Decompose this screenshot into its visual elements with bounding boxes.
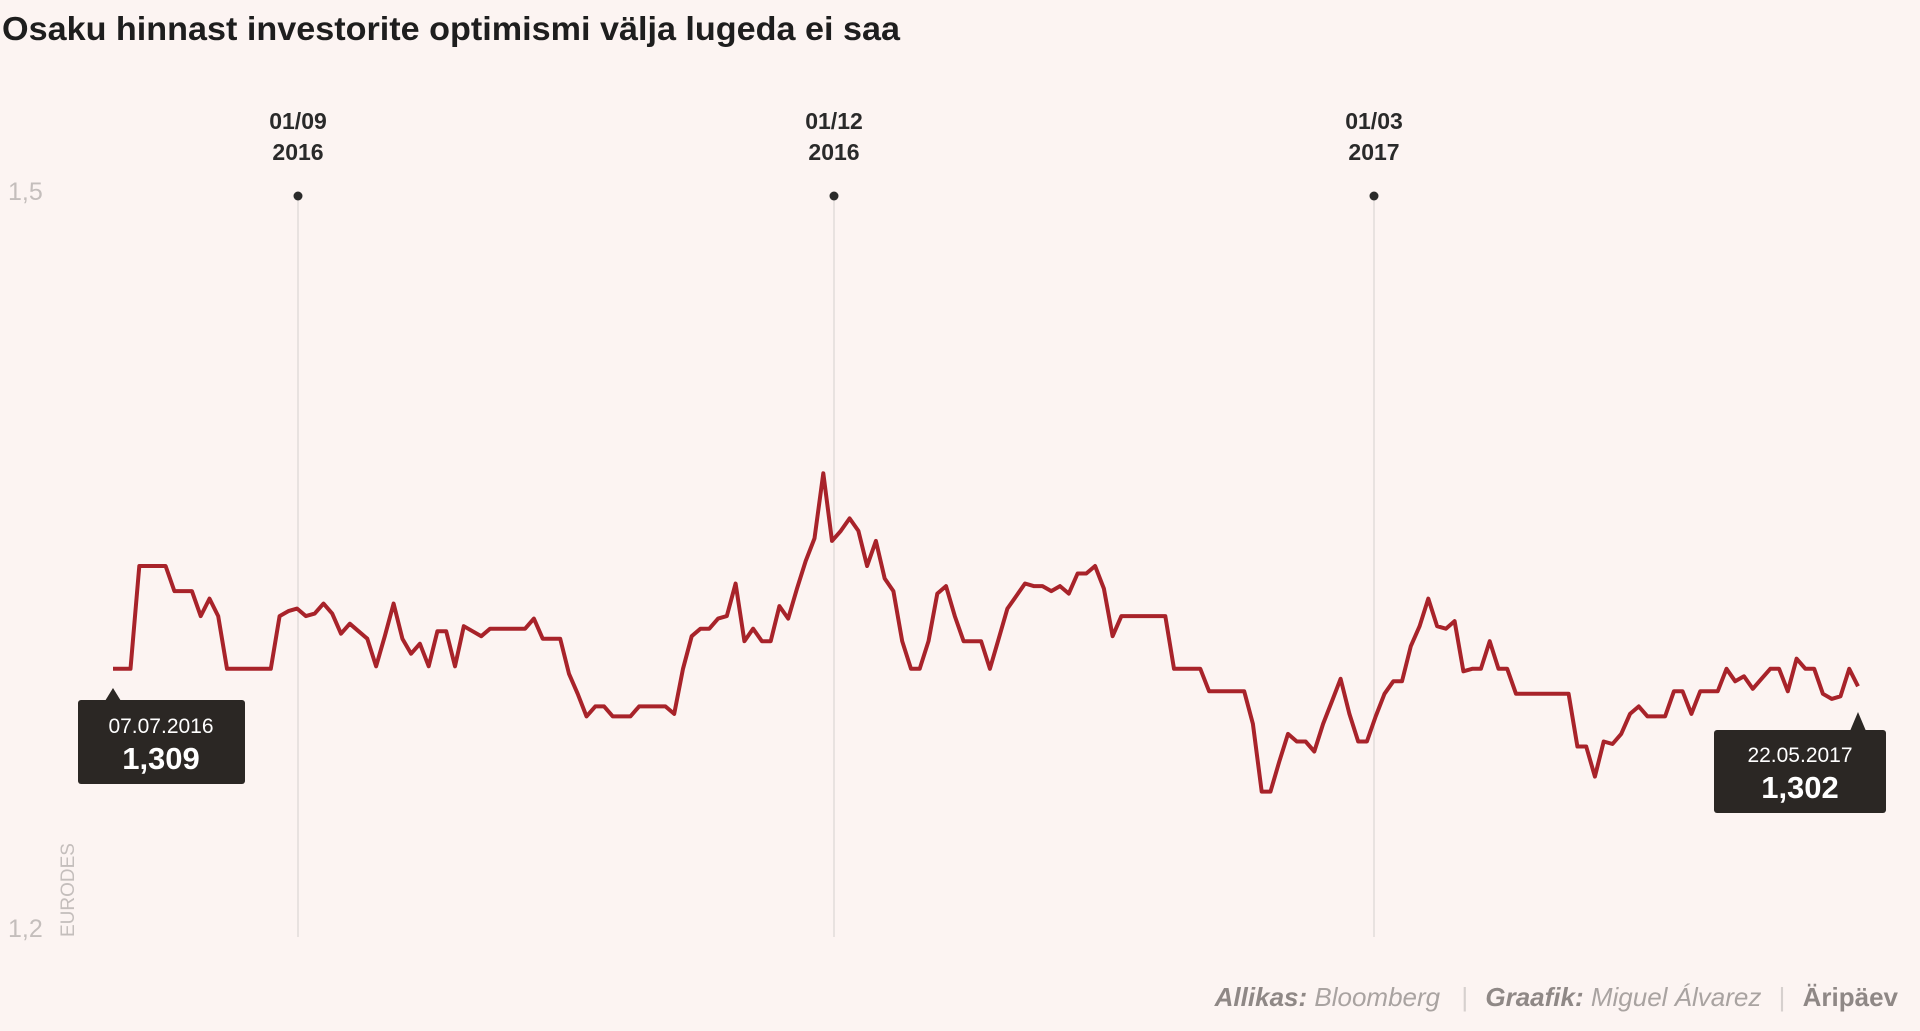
source: Bloomberg: [1314, 982, 1440, 1012]
y-axis-label: EURODES: [58, 843, 79, 937]
y-tick-label: 1,5: [8, 178, 43, 206]
callout-box: [1714, 730, 1886, 813]
graphic-label: Graafik:: [1485, 982, 1583, 1012]
x-marker: 01/09 2016: [269, 108, 327, 937]
x-marker: 01/12 2016: [805, 108, 863, 937]
chart-title: Osaku hinnast investorite optimismi välj…: [2, 10, 901, 47]
y-tick-label: 1,2: [8, 915, 43, 943]
marker-label-year: 2016: [808, 139, 859, 165]
separator: |: [1779, 982, 1786, 1012]
marker-dot: [829, 191, 839, 201]
marker-label-date: 01/03: [1345, 108, 1403, 134]
marker-dot: [1369, 191, 1379, 201]
x-markers: 01/09 2016 01/12 2016 01/03 2017: [269, 108, 1403, 937]
separator: |: [1461, 982, 1468, 1012]
end-date: 22.05.2017: [1747, 744, 1852, 767]
marker-dot: [293, 191, 303, 201]
graphic-author: Miguel Álvarez: [1591, 982, 1762, 1012]
end-callout: 22.05.2017 1,302: [1714, 712, 1886, 813]
start-date: 07.07.2016: [108, 715, 213, 738]
footer-credits: Allikas: Bloomberg | Graafik: Miguel Álv…: [1214, 982, 1899, 1012]
start-value: 1,309: [122, 741, 200, 776]
callout-pointer: [1850, 712, 1866, 731]
brand-logo: Äripäev: [1803, 982, 1899, 1012]
x-marker: 01/03 2017: [1345, 108, 1403, 937]
callout-pointer: [105, 688, 121, 701]
marker-label-year: 2017: [1348, 139, 1399, 165]
marker-label-date: 01/12: [805, 108, 863, 134]
callout-box: [78, 700, 245, 784]
marker-label-date: 01/09: [269, 108, 327, 134]
series-line: [113, 471, 1860, 794]
marker-label-year: 2016: [272, 139, 323, 165]
source-label: Allikas:: [1214, 982, 1308, 1012]
start-callout: 07.07.2016 1,309: [78, 688, 245, 784]
end-value: 1,302: [1761, 770, 1839, 805]
